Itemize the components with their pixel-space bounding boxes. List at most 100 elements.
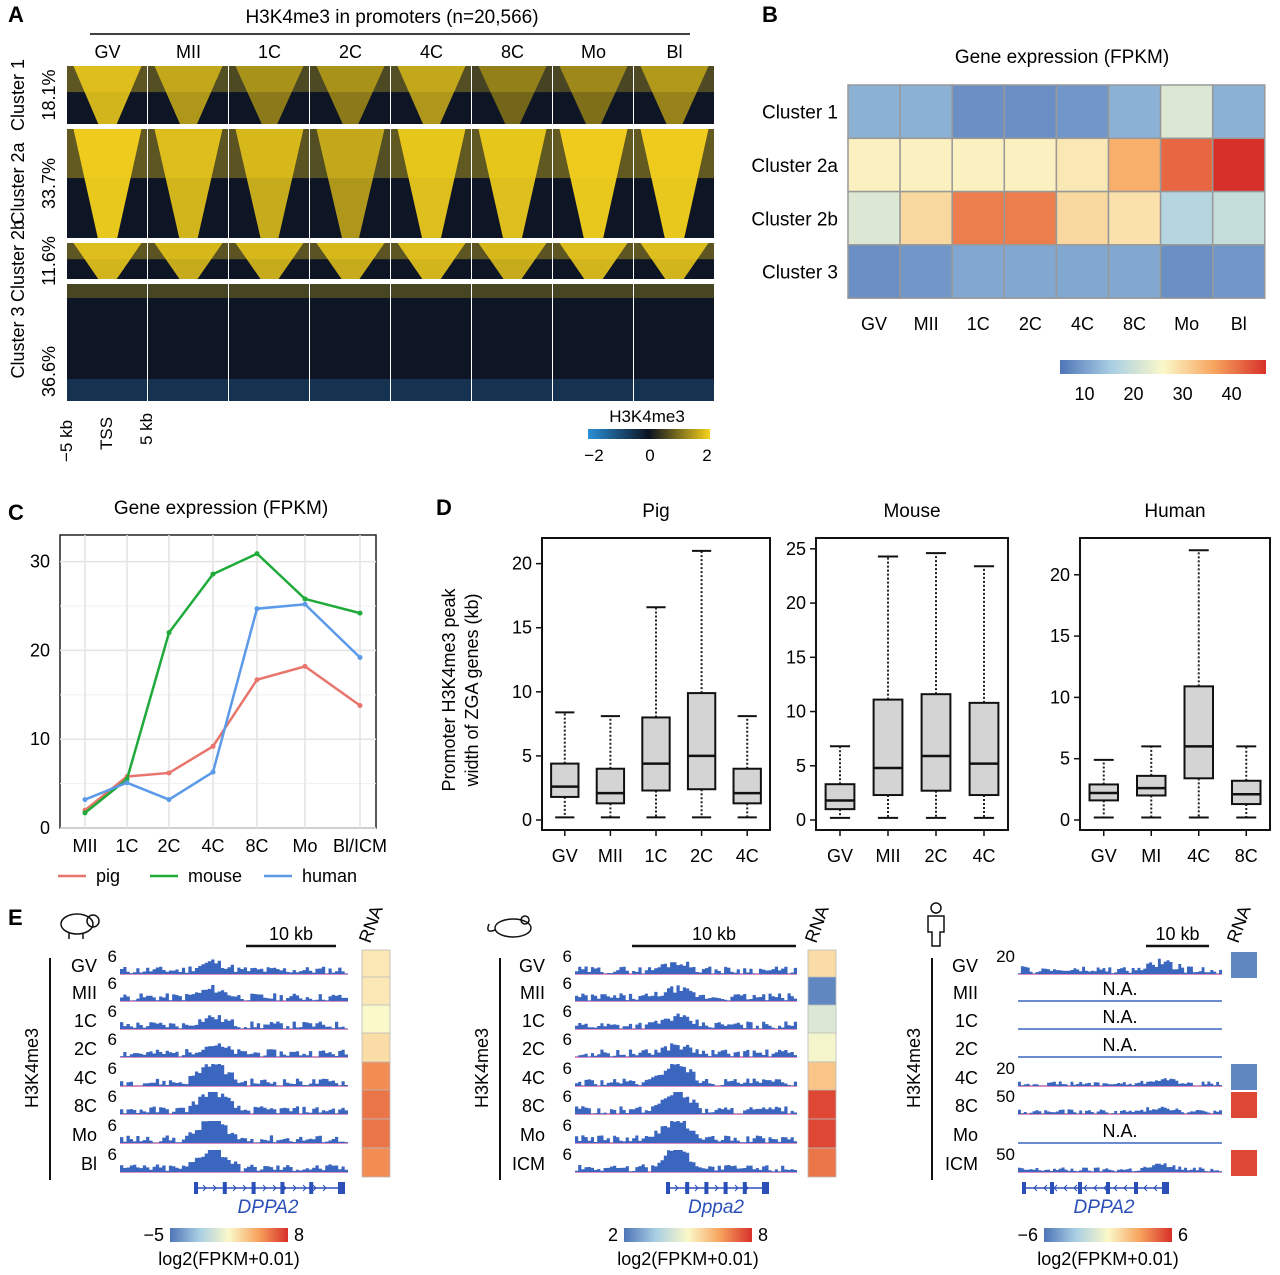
heatmap-a-signal-2-Mo	[559, 129, 628, 238]
track-signal-3-ICM	[1018, 1163, 1222, 1172]
scale-bar-label-1: 10 kb	[269, 924, 313, 944]
heatmap-b-cell-4-2C	[1003, 244, 1058, 299]
browser-group-1: 10 kb RNA H3K4me3 GV 6 MII 6 1C 6 2C 6 4C 6 8C 6 Mo 6 Bl 6…	[22, 903, 391, 1269]
rna-cell-1-4C	[361, 1061, 391, 1092]
heatmap-b-cell-3-1C	[951, 190, 1006, 246]
heatmap-a-haze-2-1C	[229, 129, 309, 179]
box-d-box-pig-MII	[595, 715, 626, 819]
heatmap-a-base-4-Bl	[634, 379, 714, 401]
box-d-ytick-2-0: 0	[1060, 810, 1070, 830]
rna-cell-2-GV	[807, 949, 837, 980]
colorbar-e-max-1: 8	[294, 1225, 304, 1245]
box-d-iqr	[968, 701, 1000, 797]
colorbar-b-tick-10: 10	[1075, 384, 1095, 404]
heatmap-a-col-8C: 8C	[501, 42, 524, 62]
gene-exon-3-3	[1106, 1182, 1110, 1194]
stage-label-2-8C: 8C	[522, 1096, 545, 1116]
box-d-xtick-pig-2C: 2C	[690, 846, 713, 866]
heatmap-b-cell-1-4C	[1055, 84, 1110, 140]
gene-strand-arrow-1-4	[232, 1184, 237, 1192]
track-label-3: H3K4me3	[904, 1028, 924, 1108]
box-d-xtick-human-8C: 8C	[1235, 846, 1258, 866]
box-d-iqr	[1183, 685, 1214, 780]
colorbar-e-2	[624, 1228, 752, 1242]
heatmap-a-signal-1-4C	[397, 66, 466, 124]
line-c-xtick-1: 1C	[115, 836, 138, 856]
track-signal-1-8C	[120, 1092, 348, 1114]
gene-strand-arrow-2-3	[694, 1184, 699, 1192]
gene-strand-arrow-1-12	[312, 1184, 317, 1192]
heatmap-a-base-4-Mo	[553, 379, 633, 401]
stage-label-1-Mo: Mo	[72, 1125, 97, 1145]
gene-exon-2-1	[685, 1182, 690, 1194]
heatmap-a-haze-1-MII	[148, 66, 228, 93]
box-d-ytick-0-20: 20	[512, 554, 532, 574]
heatmap-a-signal-3-2C	[316, 243, 385, 279]
stage-label-3-8C: 8C	[955, 1096, 978, 1116]
colorbar-e-1	[170, 1228, 288, 1242]
heatmap-a-signal-2-4C	[397, 129, 466, 238]
gene-strand-arrow-1-9	[282, 1184, 287, 1192]
line-c-point-mouse-0	[82, 810, 88, 816]
colorbar-e-max-2: 8	[758, 1225, 768, 1245]
line-c-title: Gene expression (FPKM)	[114, 498, 328, 519]
track-max-1-5: 6	[108, 1087, 117, 1106]
box-d-xtick-pig-4C: 4C	[736, 846, 759, 866]
gene-exon-1-1	[222, 1182, 227, 1194]
gene-strand-arrow-1-2	[212, 1184, 217, 1192]
colorbar-a-tick-max: 2	[702, 446, 711, 465]
rna-label-3: RNA	[1223, 903, 1255, 946]
track-signal-1-1C	[120, 1015, 348, 1029]
panel-a: H3K4me3 in promoters (n=20,566) GV MII 1C 2…	[8, 7, 714, 465]
heatmap-b-cell-2-Bl	[1211, 137, 1266, 193]
stage-label-2-MII: MII	[520, 983, 545, 1003]
rna-cell-1-8C	[361, 1089, 391, 1120]
track-signal-2-8C	[575, 1092, 797, 1114]
stage-label-1-1C: 1C	[74, 1011, 97, 1031]
box-d-box-pig-GV	[550, 711, 580, 819]
rna-cell-1-MII	[361, 976, 391, 1007]
colorbar-b-tick-20: 20	[1124, 384, 1144, 404]
heatmap-b-cell-2-MII	[899, 137, 953, 193]
line-c-xtick-4: 8C	[245, 836, 268, 856]
gene-strand-arrow-1-8	[272, 1184, 277, 1192]
rna-cell-1-Bl	[361, 1147, 391, 1178]
line-c-legend-pig: pig	[96, 866, 120, 886]
colorbar-a-label: H3K4me3	[609, 407, 685, 426]
track-max-2-5: 6	[563, 1087, 572, 1106]
colorbar-b-tick-30: 30	[1173, 384, 1193, 404]
heatmap-a-haze-2-Mo	[553, 129, 633, 179]
mouse-icon-ear	[520, 915, 530, 925]
box-d-panel-mouse: Mouse 0 5 10 15 20 25 GV MII 2C 4C	[786, 501, 1009, 866]
colorbar-e-label-1: log2(FPKM+0.01)	[158, 1249, 300, 1269]
rna-label-2: RNA	[801, 903, 833, 946]
scale-bar-label-3: 10 kb	[1155, 924, 1199, 944]
heatmap-a-cluster-1: Cluster 1	[8, 59, 28, 131]
heatmap-a-cluster-4: Cluster 3	[8, 306, 28, 378]
gene-strand-arrow-3-4	[1063, 1184, 1068, 1192]
heatmap-b-cell-4-8C	[1107, 244, 1162, 299]
heatmap-b-cell-4-4C	[1055, 244, 1110, 299]
heatmap-a-signal-3-8C	[478, 243, 547, 279]
rna-cell-3-4C	[1231, 1064, 1257, 1090]
stage-label-1-MII: MII	[72, 983, 97, 1003]
box-d-box-pig-1C	[641, 606, 671, 819]
heatmap-a-base-4-MII	[148, 379, 228, 401]
track-max-1-0: 6	[108, 947, 117, 966]
rna-cell-2-ICM	[807, 1147, 837, 1178]
heatmap-b-cell-2-2C	[1003, 137, 1058, 193]
heatmap-a-signal-3-1C	[235, 243, 304, 279]
heatmap-a-haze-1-2C	[310, 66, 390, 93]
na-label-3-1: N.A.	[1102, 979, 1137, 999]
heatmap-a-signal-2-Bl	[640, 129, 709, 238]
box-d-ytick-2-10: 10	[1050, 687, 1070, 707]
heatmap-a-signal-3-Bl	[640, 243, 709, 279]
box-d-xtick-human-MI: MI	[1141, 846, 1161, 866]
gene-exon-1-0	[194, 1182, 198, 1194]
rna-cell-2-1C	[807, 1004, 837, 1035]
track-signal-1-Bl	[120, 1150, 348, 1172]
pig-icon	[60, 913, 100, 939]
line-c-legend-mouse: mouse	[188, 866, 242, 886]
line-c-xtick-6: Bl/ICM	[333, 836, 387, 856]
track-signal-2-4C	[575, 1064, 797, 1086]
